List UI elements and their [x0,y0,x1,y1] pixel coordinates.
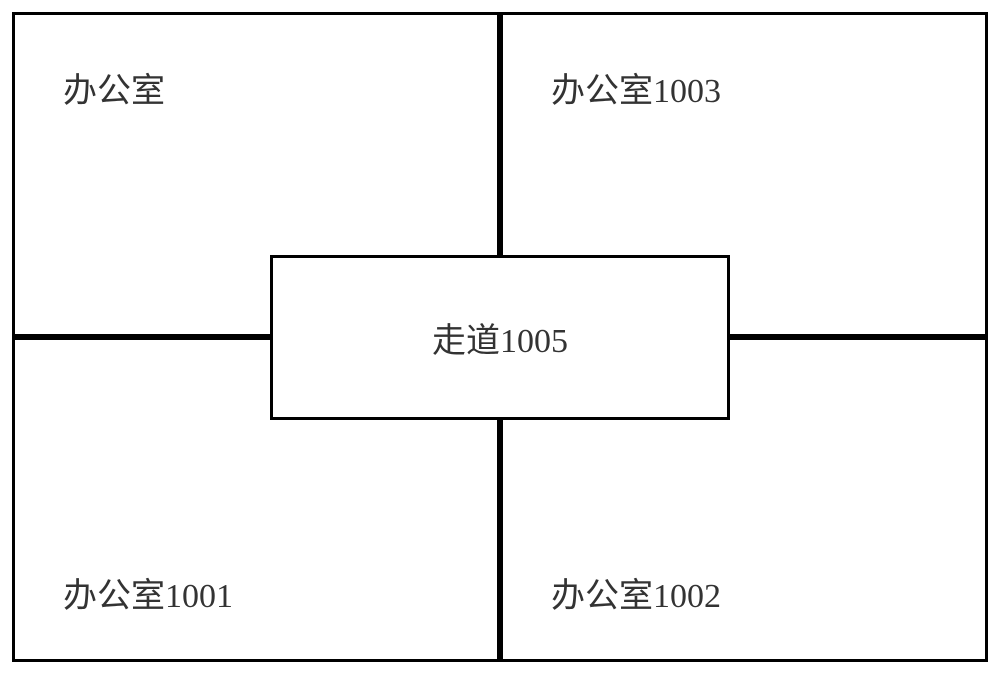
room-label-top-left: 办公室 [63,63,165,112]
room-label-bottom-left: 办公室1001 [63,568,233,617]
room-label-bottom-right: 办公室1002 [551,568,721,617]
corridor: 走道1005 [270,255,730,420]
corridor-label: 走道1005 [432,313,568,362]
room-label-top-right: 办公室1003 [551,63,721,112]
